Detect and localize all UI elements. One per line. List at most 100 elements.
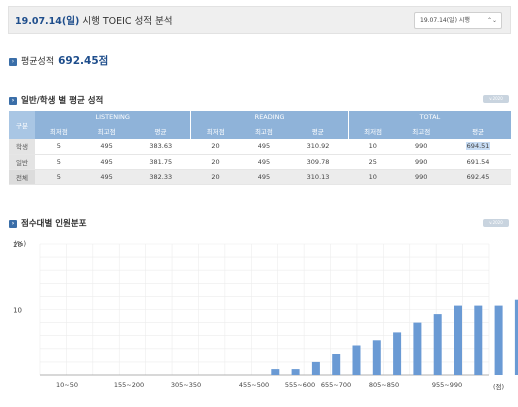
table-cell: 5 [35, 154, 83, 170]
bar [474, 305, 483, 375]
col-header: 최고점 [240, 123, 288, 139]
score-table: 구분 LISTENING READING TOTAL 최저점 최고점 평균 최저… [9, 111, 511, 185]
dist-section-label: 점수대별 인원분포 [21, 219, 87, 229]
table-cell: 990 [397, 139, 446, 155]
table-cell: 5 [35, 169, 83, 185]
x-axis-label: (점) [493, 383, 504, 391]
table-cell: 691.54 [445, 154, 511, 170]
col-header: 최저점 [347, 123, 398, 139]
y-axis-label: (%) [14, 240, 26, 248]
x-tick-label: 10~50 [56, 381, 78, 389]
y-ticks: 10 20 [13, 241, 22, 315]
bar [291, 369, 300, 375]
table-cell: 310.13 [287, 169, 349, 185]
bar [454, 305, 462, 375]
bar [393, 332, 402, 375]
page-title: 19.07.14(일) 시행 TOEIC 성적 분석 [15, 13, 173, 27]
section-arrow-icon: › [9, 219, 17, 228]
group-header-reading: READING [190, 111, 349, 123]
exam-date-select[interactable]: 19.07.14(일) 시행 ⌃⌄ [414, 12, 502, 29]
table-row: 학생 5 495 383.63 20 495 310.92 10 990 694… [9, 139, 511, 155]
bar [332, 354, 341, 375]
col-header: 최고점 [82, 123, 131, 139]
table-cell: 990 [397, 154, 446, 170]
group-header-total: TOTAL [347, 111, 511, 123]
table-cell: 25 [348, 154, 398, 170]
col-header: 평균 [445, 123, 511, 139]
col-header: 평균 [287, 123, 349, 139]
section-arrow-icon: › [9, 96, 17, 105]
distribution-chart-svg: (%) (점) 10 20 10~50 155~200 305~350 455~500 5… [13, 240, 518, 391]
x-tick-label: 555~600 [285, 381, 315, 389]
table-cell: 495 [82, 139, 131, 155]
score-section-label: 일반/학생 별 평균 성적 [21, 96, 104, 106]
score-section-title: › 일반/학생 별 평균 성적 [9, 94, 103, 106]
x-tick-label: 305~350 [171, 381, 201, 389]
table-cell: 692.45 [445, 169, 511, 185]
table-cell: 382.33 [130, 169, 191, 185]
section-arrow-icon: › [9, 57, 17, 66]
table-cell: 495 [240, 169, 288, 185]
bar [514, 299, 518, 375]
y-tick-label: 10 [13, 307, 22, 315]
bar [494, 305, 503, 375]
page-header: 19.07.14(일) 시행 TOEIC 성적 분석 19.07.14(일) 시… [8, 6, 511, 34]
x-tick-label: 155~200 [114, 381, 144, 389]
table-cell: 383.63 [130, 139, 191, 155]
average-label: 평균성적 [21, 57, 55, 67]
bar [271, 369, 280, 375]
x-tick-label: 955~990 [432, 381, 462, 389]
table-row: 일반 5 495 381.75 20 495 309.78 25 990 691… [9, 154, 511, 170]
version-badge: v.2020 [483, 95, 509, 103]
bar [433, 314, 442, 375]
grid [39, 243, 490, 376]
bar [413, 322, 422, 375]
title-text: 시행 TOEIC 성적 분석 [79, 16, 173, 27]
highlighted-value: 694.51 [465, 142, 491, 151]
gubun-header: 구분 [9, 111, 35, 139]
row-label: 학생 [9, 139, 35, 155]
table-cell: 495 [82, 169, 131, 185]
exam-date: 19.07.14(일) [15, 16, 80, 27]
table-cell: 495 [82, 154, 131, 170]
row-label: 전체 [9, 169, 35, 185]
col-header: 평균 [130, 123, 191, 139]
table-cell: 10 [348, 169, 398, 185]
bar [311, 361, 320, 375]
x-ticks: 10~50 155~200 305~350 455~500 555~600 655~700… [56, 381, 462, 389]
bar [372, 340, 381, 375]
table-cell: 5 [35, 139, 83, 155]
x-tick-label: 655~700 [321, 381, 351, 389]
table-row: 전체 5 495 382.33 20 495 310.13 10 990 692… [9, 169, 511, 185]
table-cell: 10 [348, 139, 398, 155]
table-cell: 495 [240, 139, 288, 155]
table-cell: 694.51 [445, 139, 511, 155]
table-cell: 20 [190, 139, 241, 155]
average-value: 692.45점 [58, 55, 109, 67]
table-cell: 20 [190, 154, 241, 170]
table-cell: 20 [190, 169, 241, 185]
select-value: 19.07.14(일) 시행 [420, 17, 470, 24]
x-tick-label: 455~500 [239, 381, 269, 389]
col-header: 최고점 [397, 123, 446, 139]
average-score: › 평균성적 692.45점 [9, 53, 108, 68]
chevron-updown-icon: ⌃⌄ [486, 17, 497, 24]
table-cell: 310.92 [287, 139, 349, 155]
distribution-chart: (%) (점) 10 20 10~50 155~200 305~350 455~500 5… [0, 230, 518, 407]
version-badge: v.2020 [483, 219, 509, 227]
table-sub-header: 최저점 최고점 평균 최저점 최고점 평균 최저점 최고점 평균 [9, 123, 511, 139]
y-tick-label: 20 [13, 241, 22, 249]
col-header: 최저점 [190, 123, 241, 139]
x-tick-label: 805~850 [369, 381, 399, 389]
row-label: 일반 [9, 154, 35, 170]
bar [352, 345, 361, 375]
bars [271, 299, 518, 375]
table-cell: 495 [240, 154, 288, 170]
group-header-listening: LISTENING [35, 111, 191, 123]
dist-section-title: › 점수대별 인원분포 [9, 217, 87, 229]
table-cell: 990 [397, 169, 446, 185]
col-header: 최저점 [35, 123, 83, 139]
table-cell: 309.78 [287, 154, 349, 170]
table-group-header: 구분 LISTENING READING TOTAL [9, 111, 511, 139]
table-cell: 381.75 [130, 154, 191, 170]
